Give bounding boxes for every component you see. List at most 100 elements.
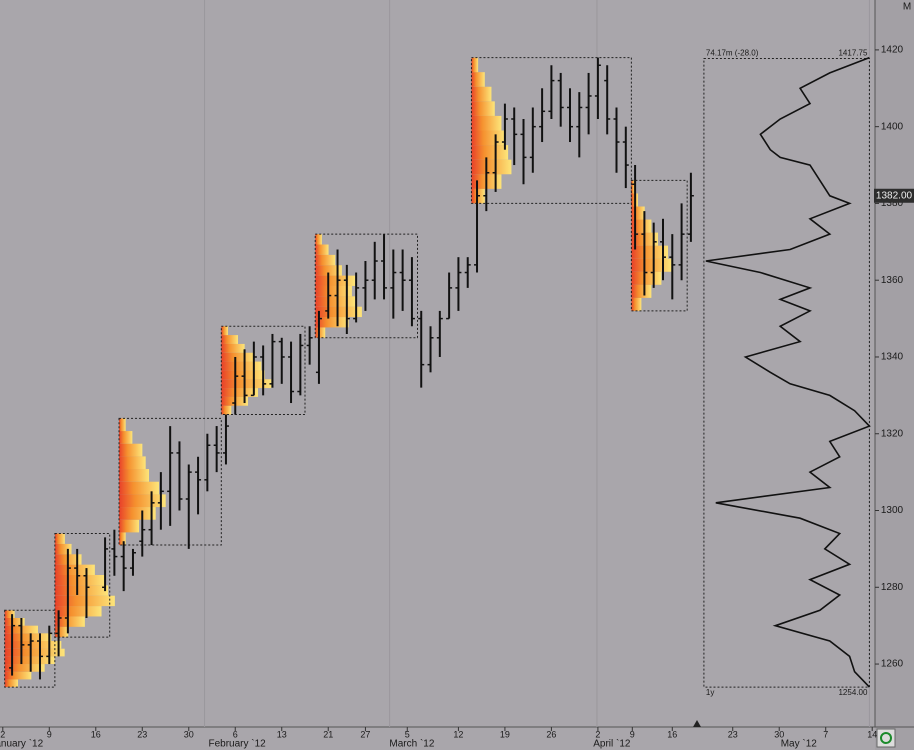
y-tick-label: 1280 [881, 582, 904, 593]
profile-level [54, 595, 115, 607]
y-tick-label: 1380 [881, 198, 904, 209]
x-tick-label: 5 [405, 729, 410, 739]
profile-level [4, 617, 25, 626]
x-tick-label: 21 [323, 729, 333, 739]
profile-level [221, 343, 245, 353]
y-tick-label: 1340 [881, 352, 904, 363]
profile-level [221, 335, 238, 344]
composite-high-label: 1417.75 [838, 49, 867, 58]
x-tick-label: 6 [233, 729, 238, 739]
profile-level [315, 317, 349, 328]
month-label: April `12 [593, 738, 631, 750]
profile-level [631, 258, 672, 272]
profile-level [471, 145, 509, 160]
month-label: January `12 [0, 738, 44, 750]
profile-level [315, 296, 356, 307]
y-tick-label: 1300 [881, 505, 904, 516]
profile-level [4, 679, 18, 688]
profile-level [221, 361, 262, 371]
profile-level [631, 297, 642, 311]
plot-area [0, 0, 875, 727]
profile-level [471, 115, 502, 131]
profile-level [315, 275, 356, 286]
x-tick-label: 30 [184, 729, 194, 739]
profile-level [119, 519, 140, 533]
y-tick-label: 1360 [881, 275, 904, 286]
profile-level [315, 285, 352, 297]
profile-level [631, 271, 662, 285]
x-tick-label: 2 [0, 729, 5, 739]
profile-level [315, 244, 329, 255]
profile-level [221, 405, 232, 415]
profile-level [119, 507, 156, 520]
x-tick-label: 27 [360, 729, 370, 739]
composite-period-label: 1y [706, 688, 714, 697]
profile-box [118, 417, 222, 546]
x-tick-label: 9 [630, 729, 635, 739]
profile-box [314, 233, 419, 339]
profile-level [631, 245, 669, 259]
profile-level [4, 664, 45, 672]
profile-level [54, 616, 85, 627]
profile-level [221, 379, 272, 389]
profile-level [119, 456, 146, 470]
profile-level [631, 206, 645, 220]
profile-level [54, 626, 69, 638]
profile-level [54, 543, 72, 555]
profile-level [631, 219, 652, 233]
x-tick-label: 7 [823, 729, 828, 739]
profile-level [4, 648, 65, 657]
x-tick-label: 30 [774, 729, 784, 739]
profile-level [315, 327, 326, 338]
composite-low-label: 1254.00 [838, 688, 867, 697]
profile-box [630, 179, 688, 312]
profile-level [221, 370, 265, 380]
profile-level [119, 431, 133, 444]
profile-level [471, 159, 512, 175]
x-tick-label: 16 [91, 729, 101, 739]
time-marker [693, 720, 701, 727]
composite-box [703, 58, 870, 688]
x-tick-label: 12 [453, 729, 463, 739]
profile-level [4, 633, 52, 642]
profile-level [221, 352, 255, 362]
profile-level [119, 418, 126, 432]
x-tick-label: 23 [728, 729, 738, 739]
y-tick-label: 1400 [881, 121, 904, 132]
profile-level [54, 585, 109, 596]
profile-level [471, 130, 505, 146]
button-icon[interactable] [880, 732, 892, 744]
profile-level [315, 234, 322, 245]
profile-level [4, 671, 32, 680]
profile-level [471, 86, 492, 102]
profile-level [315, 265, 342, 276]
profile-level [54, 606, 102, 617]
profile-level [221, 326, 228, 336]
profile-level [119, 469, 150, 482]
profile-level [54, 574, 105, 586]
profile-level [119, 443, 143, 457]
profile-level [119, 494, 166, 508]
profile-level [471, 101, 495, 116]
last-price-box [874, 188, 914, 203]
refresh-button[interactable] [876, 728, 896, 748]
profile-level [315, 306, 362, 318]
profile-level [4, 656, 55, 665]
composite-profile [705, 56, 871, 688]
y-tick-label: 1320 [881, 428, 904, 439]
profile-level [631, 180, 635, 194]
x-tick-label: 16 [667, 729, 677, 739]
month-label: February `12 [208, 738, 266, 750]
x-tick-label: 26 [546, 729, 556, 739]
corner-label: M [903, 2, 911, 13]
last-price-label: 1382.00 [876, 190, 913, 201]
profile-level [54, 533, 65, 544]
profile-level [471, 57, 479, 73]
profile-level [119, 481, 160, 495]
x-tick-label: 23 [137, 729, 147, 739]
x-tick-label: 14 [867, 729, 877, 739]
button-frame[interactable] [876, 728, 896, 748]
profile-box [54, 533, 111, 638]
profile-box [4, 609, 56, 688]
